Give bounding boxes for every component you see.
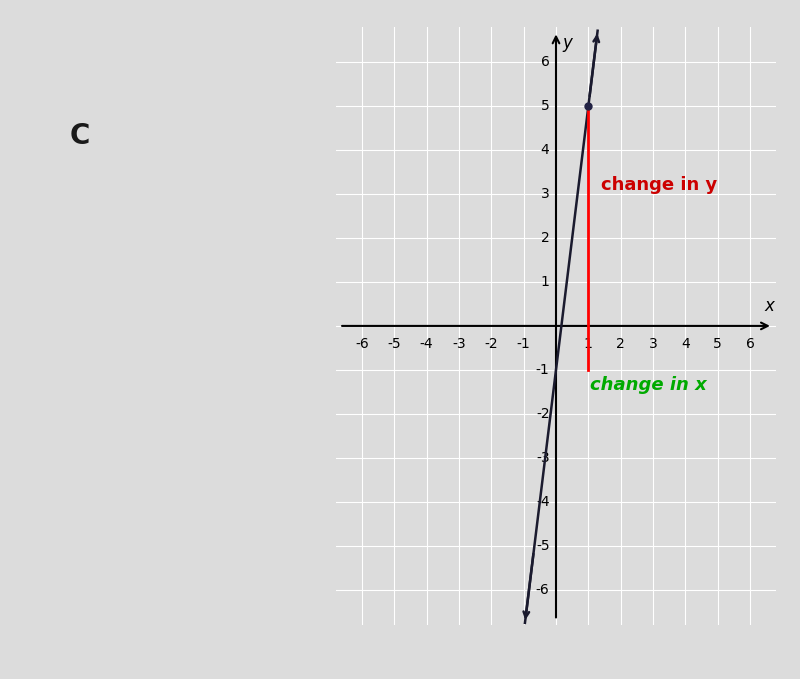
Text: -1: -1 bbox=[536, 363, 550, 377]
Text: 3: 3 bbox=[541, 187, 550, 201]
Text: 6: 6 bbox=[746, 337, 754, 351]
Text: 6: 6 bbox=[541, 55, 550, 69]
Text: -4: -4 bbox=[536, 495, 550, 509]
Text: -6: -6 bbox=[355, 337, 369, 351]
Text: -2: -2 bbox=[536, 407, 550, 421]
Text: 1: 1 bbox=[584, 337, 593, 351]
Text: y: y bbox=[562, 34, 572, 52]
Text: -5: -5 bbox=[536, 538, 550, 553]
Text: x: x bbox=[765, 297, 774, 315]
Text: -3: -3 bbox=[452, 337, 466, 351]
Text: 5: 5 bbox=[541, 99, 550, 113]
Text: 4: 4 bbox=[681, 337, 690, 351]
Text: 4: 4 bbox=[541, 143, 550, 157]
Text: change in y: change in y bbox=[602, 177, 718, 194]
Text: 5: 5 bbox=[714, 337, 722, 351]
Text: 2: 2 bbox=[616, 337, 625, 351]
Text: -3: -3 bbox=[536, 451, 550, 464]
Text: -2: -2 bbox=[485, 337, 498, 351]
Text: C: C bbox=[70, 122, 90, 150]
Text: 2: 2 bbox=[541, 231, 550, 245]
Text: change in x: change in x bbox=[590, 376, 706, 394]
Text: 3: 3 bbox=[649, 337, 658, 351]
Text: -4: -4 bbox=[420, 337, 434, 351]
Text: -5: -5 bbox=[387, 337, 401, 351]
Text: 1: 1 bbox=[541, 275, 550, 289]
Text: -6: -6 bbox=[536, 583, 550, 597]
Text: -1: -1 bbox=[517, 337, 530, 351]
